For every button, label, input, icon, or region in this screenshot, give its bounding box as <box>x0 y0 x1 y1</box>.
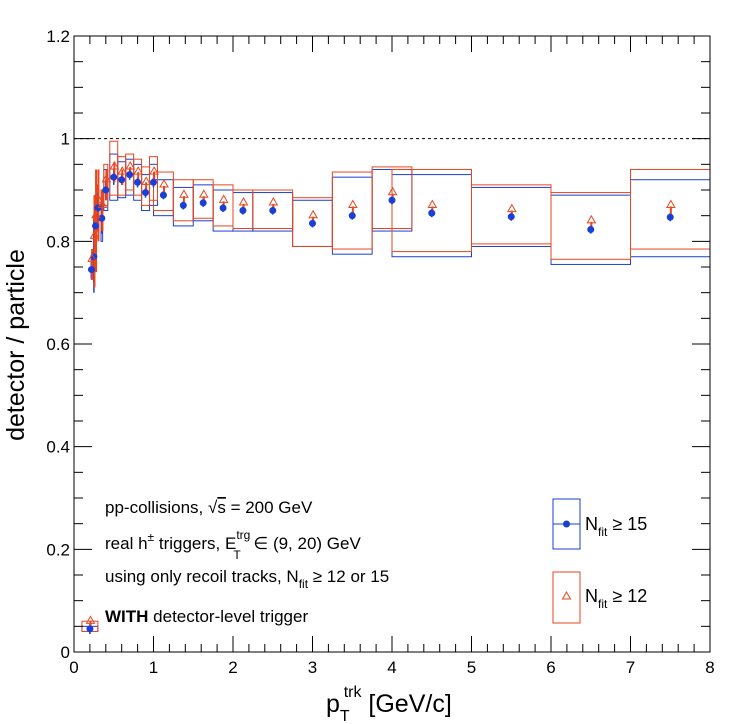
marker-nfit12-5 <box>97 199 108 209</box>
marker-nfit15-24 <box>587 226 595 234</box>
y-tick-label: 0.2 <box>46 540 70 559</box>
x-tick-label: 0 <box>69 658 78 677</box>
y-tick-label: 1 <box>61 130 70 149</box>
marker-nfit12-23 <box>506 203 517 213</box>
x-axis-title-sup: trk <box>344 684 363 701</box>
marker-nfit12-18 <box>268 196 279 206</box>
marker-nfit12-20 <box>347 199 358 209</box>
annotation-collisions: pp-collisions, √s = 200 GeV <box>105 498 313 517</box>
marker-nfit15-21 <box>388 196 396 204</box>
marker-nfit15-16 <box>219 204 227 212</box>
marker-nfit12-6 <box>101 173 112 183</box>
marker-nfit12-19 <box>308 209 318 219</box>
marker-nfit12-12 <box>149 166 159 175</box>
marker-nfit15-12 <box>150 178 157 186</box>
marker-nfit15-18 <box>269 207 277 215</box>
marker-nfit15-25 <box>666 213 674 221</box>
tick-labels-layer: 0 1 2 3 4 5 6 7 8 0 0.2 0.4 0.6 0.8 1 1.2 <box>46 27 714 677</box>
marker-nfit12-0 <box>85 615 96 624</box>
x-tick-label: 4 <box>387 658 396 677</box>
marker-nfit15-9 <box>126 171 134 179</box>
marker-nfit12-13 <box>159 178 169 188</box>
marker-nfit15-0 <box>86 625 94 633</box>
marker-nfit12-11 <box>141 176 152 185</box>
y-tick-label: 0.6 <box>46 335 70 354</box>
marker-nfit12-22 <box>427 199 438 209</box>
x-tick-label: 5 <box>467 658 476 677</box>
marker-nfit15-22 <box>428 209 436 217</box>
x-axis-title-sub: T <box>340 708 350 724</box>
x-tick-label: 7 <box>626 658 635 677</box>
x-tick-label: 1 <box>149 658 158 677</box>
marker-nfit15-14 <box>179 201 187 209</box>
annotation-trigger-level: WITH detector-level trigger <box>105 607 308 626</box>
marker-nfit12-8 <box>117 166 128 175</box>
sqrt-radicand: s <box>217 498 226 517</box>
marker-nfit12-14 <box>179 189 189 198</box>
marker-nfit12-1 <box>87 253 97 262</box>
y-tick-label: 0 <box>61 643 70 662</box>
marker-nfit12-24 <box>586 214 597 224</box>
legend-box-nfit12 <box>552 571 581 624</box>
markers-layer <box>85 161 676 633</box>
marker-nfit15-3 <box>91 222 99 230</box>
marker-nfit12-9 <box>125 161 136 170</box>
marker-nfit12-7 <box>109 161 120 170</box>
marker-nfit15-19 <box>309 219 316 227</box>
legend-marker-nfit15 <box>563 520 570 528</box>
legend-entry-nfit12: Nfit ≥ 12 <box>552 571 647 624</box>
y-axis-title: detector / particle <box>2 249 30 441</box>
axis-ticks-layer <box>73 35 711 653</box>
x-tick-label: 2 <box>228 658 237 677</box>
marker-nfit15-17 <box>239 207 247 215</box>
marker-nfit15-8 <box>118 176 126 184</box>
x-tick-label: 8 <box>705 658 714 677</box>
marker-nfit15-11 <box>142 189 150 197</box>
annotation-recoil-tracks: using only recoil tracks, Nfit ≥ 12 or 1… <box>105 567 389 591</box>
marker-nfit12-16 <box>218 194 229 203</box>
y-tick-label: 0.4 <box>46 438 70 457</box>
legend-entry-nfit15: Nfit ≥ 15 <box>552 498 647 550</box>
marker-nfit12-10 <box>133 166 144 175</box>
marker-nfit15-15 <box>199 199 207 207</box>
x-tick-label: 3 <box>308 658 317 677</box>
legend-label-nfit15: Nfit ≥ 15 <box>585 514 647 539</box>
sys-box-nfit12-6 <box>103 163 109 206</box>
legend-marker-nfit12 <box>561 590 572 600</box>
y-tick-label: 1.2 <box>46 27 70 46</box>
x-tick-label: 6 <box>546 658 555 677</box>
marker-nfit12-2 <box>89 230 100 239</box>
annotation-triggers: real h± triggers, Etrg T ∈ (9, 20) GeV <box>105 528 361 562</box>
marker-nfit15-23 <box>507 213 515 221</box>
legend-label-nfit12: Nfit ≥ 12 <box>585 586 647 611</box>
marker-nfit12-21 <box>387 186 398 196</box>
marker-nfit15-1 <box>87 266 95 274</box>
marker-nfit15-20 <box>348 212 356 220</box>
x-axis-title-unit: [GeV/c] <box>361 690 451 718</box>
x-axis-title-main: p <box>326 690 340 718</box>
y-tick-label: 0.8 <box>46 232 70 251</box>
marker-nfit12-3 <box>91 209 101 219</box>
marker-nfit12-15 <box>198 189 209 198</box>
legend: Nfit ≥ 15 Nfit ≥ 12 <box>552 498 647 624</box>
marker-nfit15-5 <box>98 214 106 222</box>
marker-nfit12-25 <box>665 199 676 209</box>
marker-nfit15-13 <box>159 191 167 199</box>
x-axis-title: pTtrk [GeV/c] <box>326 684 452 724</box>
sqrt-sign: √ <box>208 498 218 517</box>
marker-nfit15-7 <box>110 173 118 181</box>
marker-nfit15-6 <box>102 186 110 194</box>
marker-nfit15-10 <box>134 178 142 186</box>
marker-nfit12-4 <box>93 194 104 203</box>
marker-nfit12-17 <box>238 196 249 206</box>
